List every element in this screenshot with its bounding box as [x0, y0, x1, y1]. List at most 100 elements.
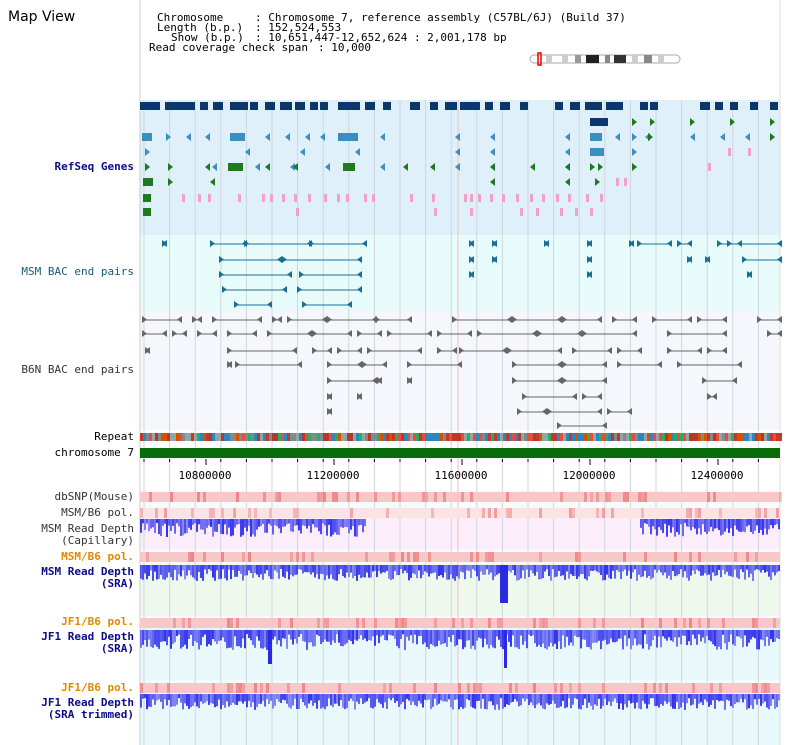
depth-bar [178, 519, 180, 527]
gene-arrow [697, 347, 702, 354]
depth-bar [646, 519, 648, 525]
depth-bar [648, 519, 650, 527]
depth-bar [382, 694, 384, 708]
depth-bar [160, 630, 162, 642]
depth-bar [678, 694, 680, 710]
jf1-b6-pol-trim-label[interactable]: JF1/B6 pol. [61, 681, 134, 694]
depth-bar [554, 565, 556, 578]
depth-bar [568, 630, 570, 646]
depth-bar [656, 630, 658, 648]
depth-bar [228, 630, 230, 648]
depth-bar [290, 565, 292, 575]
depth-bar [284, 630, 286, 639]
depth-bar [582, 565, 584, 575]
msm-depth-capillary-label[interactable]: MSM Read Depth [41, 522, 134, 535]
repeat-segment [278, 433, 281, 441]
depth-bar [272, 565, 274, 580]
depth-bar [362, 630, 364, 640]
depth-bar [364, 565, 366, 578]
depth-bar [542, 694, 544, 709]
depth-bar [334, 565, 336, 581]
gene-arrow [502, 347, 507, 354]
msm-b6-pol-label[interactable]: MSM/B6 pol. [61, 506, 134, 519]
depth-bar [276, 565, 278, 573]
depth-bar [244, 630, 246, 649]
chromosome-bar [140, 448, 780, 458]
depth-bar [160, 565, 162, 575]
repeat-segment [656, 433, 659, 441]
gene-arrow [452, 316, 457, 323]
depth-bar [608, 565, 610, 578]
depth-bar [686, 519, 688, 527]
heat-strip [140, 492, 780, 502]
refseq-genes-label[interactable]: RefSeq Genes [54, 160, 134, 173]
heat-cell [623, 552, 626, 562]
gene-arrow [517, 408, 522, 415]
depth-bar [382, 565, 384, 573]
depth-bar [282, 565, 284, 577]
msm-b6-pol-sra-label[interactable]: MSM/B6 pol. [61, 550, 134, 563]
repeat-segment [269, 433, 272, 441]
gene-arrow [705, 256, 710, 263]
gene-arrow [490, 178, 495, 186]
heat-cell [290, 552, 293, 562]
depth-bar [476, 630, 478, 641]
jf1-b6-pol-label[interactable]: JF1/B6 pol. [61, 615, 134, 628]
depth-bar [238, 519, 240, 525]
msm-depth-sra-label[interactable]: MSM Read Depth [41, 565, 134, 578]
snp-mark [294, 194, 297, 202]
gene-arrow [722, 330, 727, 337]
heat-strip [140, 683, 780, 693]
repeat-segment [491, 433, 494, 441]
heat-cell [398, 618, 401, 628]
b6n-bac-label[interactable]: B6N BAC end pairs [21, 363, 134, 376]
depth-bar [164, 565, 166, 580]
depth-bar [756, 694, 758, 705]
coverage-value: : 10,000 [318, 41, 371, 54]
depth-bar [726, 630, 728, 650]
gene-arrow [212, 316, 217, 323]
repeat-segment [548, 433, 551, 441]
depth-bar [482, 694, 484, 699]
depth-bar [360, 630, 362, 636]
depth-bar [362, 565, 364, 578]
depth-bar [272, 519, 274, 535]
depth-bar [502, 694, 504, 709]
depth-bar [758, 519, 760, 533]
depth-bar [520, 694, 522, 706]
depth-bar [392, 565, 394, 580]
heat-cell [311, 552, 314, 562]
depth-bar [544, 630, 546, 649]
depth-bar [236, 630, 238, 647]
depth-bar [338, 519, 340, 535]
depth-bar [738, 630, 740, 637]
depth-bar [222, 519, 224, 535]
heat-cell [212, 683, 215, 693]
msm-bac-label[interactable]: MSM BAC end pairs [21, 265, 134, 278]
depth-bar [380, 565, 382, 574]
depth-bar [774, 565, 776, 576]
gene-arrow [595, 178, 600, 186]
jf1-depth-trim-label[interactable]: JF1 Read Depth [41, 696, 134, 709]
gene-arrow [210, 240, 215, 247]
gene-arrow [403, 163, 408, 171]
gene-block [555, 102, 563, 110]
heat-cell [413, 552, 416, 562]
repeat-segment [692, 433, 695, 441]
gene-arrow [427, 330, 432, 337]
chromosome-ideogram[interactable] [528, 52, 684, 66]
repeat-segment [500, 433, 503, 441]
jf1-depth-sra-label[interactable]: JF1 Read Depth [41, 630, 134, 643]
depth-bar [270, 565, 272, 580]
heat-cell [752, 618, 755, 628]
depth-bar [186, 694, 188, 706]
heat-cell [431, 508, 434, 518]
gene-arrow [357, 330, 362, 337]
depth-bar [264, 565, 266, 574]
repeat-segment [389, 433, 392, 441]
dbsnp-label[interactable]: dbSNP(Mouse) [54, 490, 134, 503]
depth-bar [752, 565, 754, 581]
repeat-segment [179, 433, 182, 441]
repeat-segment [605, 433, 608, 441]
